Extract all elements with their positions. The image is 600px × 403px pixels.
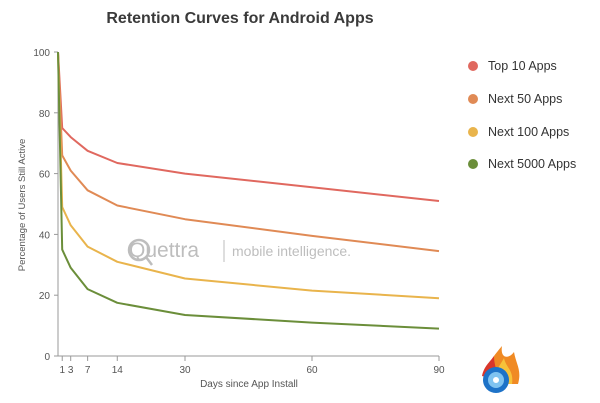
series-line-2	[57, 51, 440, 300]
legend: Top 10 Apps Next 50 Apps Next 100 Apps N…	[468, 50, 576, 181]
y-tick-label: 0	[44, 352, 50, 363]
x-tick-label: 1	[59, 365, 65, 376]
y-tick-label: 100	[33, 48, 50, 59]
series-line-1	[57, 51, 440, 253]
legend-label: Next 5000 Apps	[488, 157, 577, 172]
legend-swatch-next-100	[468, 126, 478, 137]
legend-label: Top 10 Apps	[488, 59, 557, 74]
series-line-0	[57, 51, 440, 202]
legend-label: Next 50 Apps	[488, 92, 563, 107]
x-axis-label: Days since App Install	[200, 379, 298, 390]
x-tick-label: 60	[306, 365, 318, 376]
x-tick-label: 7	[85, 365, 91, 376]
series-lines	[57, 51, 440, 330]
y-tick-label: 80	[39, 109, 51, 120]
y-tick-label: 20	[39, 291, 51, 302]
watermark-logo-tail	[145, 256, 153, 266]
legend-item-next-100: Next 100 Apps	[468, 115, 576, 148]
legend-swatch-next-5000	[468, 159, 478, 170]
x-tick-label: 30	[179, 365, 191, 376]
y-axis-label: Percentage of Users Still Active	[17, 139, 28, 272]
watermark: Quettra mobile intelligence.	[127, 238, 351, 266]
x-tick-label: 90	[433, 365, 445, 376]
legend-item-top-10: Top 10 Apps	[468, 50, 576, 83]
chart-title: Retention Curves for Android Apps	[106, 10, 374, 27]
flame-disc-logo-icon	[482, 346, 520, 393]
legend-item-next-50: Next 50 Apps	[468, 83, 576, 116]
y-tick-label: 60	[39, 170, 51, 181]
legend-swatch-top-10	[468, 61, 478, 72]
x-tick-label: 3	[68, 365, 74, 376]
y-tick-label: 40	[39, 230, 51, 241]
watermark-tagline: mobile intelligence.	[232, 243, 351, 259]
legend-item-next-5000: Next 5000 Apps	[468, 148, 576, 181]
legend-swatch-next-50	[468, 94, 478, 105]
series-line-3	[57, 51, 440, 330]
watermark-brand: Quettra	[129, 239, 199, 262]
legend-label: Next 100 Apps	[488, 124, 570, 139]
x-tick-label: 14	[112, 365, 124, 376]
axes: 0 20 40 60 80 100 1 3 7 14 30 60 90	[33, 48, 445, 376]
watermark-logo-icon	[127, 238, 151, 262]
